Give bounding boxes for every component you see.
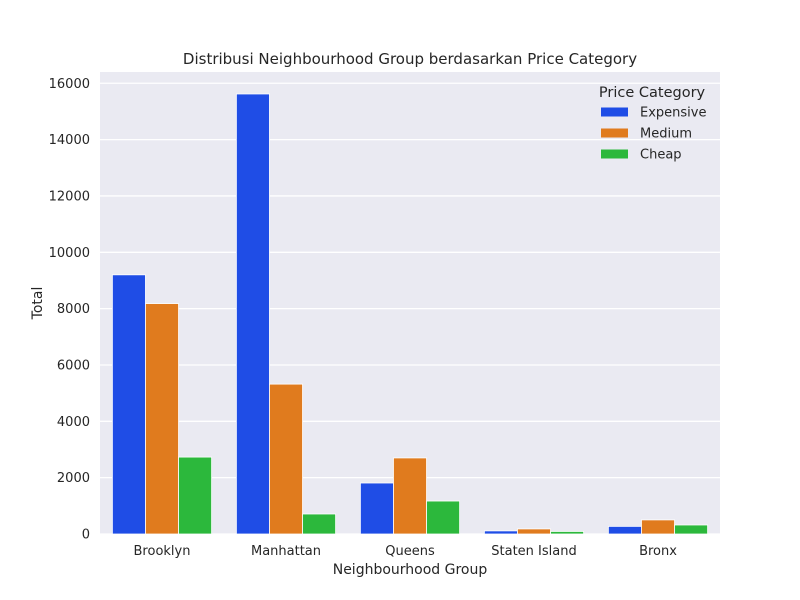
- bar-medium-staten-island: [517, 528, 551, 535]
- bar-medium-brooklyn: [145, 303, 179, 535]
- y-tick-label: 10000: [49, 246, 90, 261]
- y-tick-label: 4000: [57, 415, 90, 430]
- chart-title: Distribusi Neighbourhood Group berdasark…: [183, 50, 637, 68]
- y-tick-label: 14000: [49, 133, 90, 148]
- y-tick-label: 0: [82, 528, 90, 543]
- legend-swatch: [601, 149, 628, 159]
- x-tick-label: Manhattan: [251, 544, 321, 559]
- y-ticks: 0 2000 4000 6000 8000 10000 12000 14000 16000: [49, 77, 90, 543]
- bar-cheap-queens: [426, 500, 460, 535]
- y-tick-label: 2000: [57, 471, 90, 486]
- bar-medium-queens: [393, 457, 427, 535]
- bar-cheap-staten-island: [550, 531, 584, 535]
- bar-cheap-manhattan: [302, 513, 336, 535]
- bar-expensive-bronx: [608, 525, 642, 535]
- legend-title: Price Category: [599, 85, 706, 101]
- bars: [112, 93, 708, 535]
- y-tick-label: 6000: [57, 358, 90, 373]
- legend-item-cheap: Cheap: [601, 148, 682, 163]
- legend-label: Medium: [640, 127, 692, 142]
- legend-label: Cheap: [640, 148, 682, 163]
- bar-expensive-brooklyn: [112, 274, 146, 535]
- y-tick-label: 8000: [57, 302, 90, 317]
- legend-label: Expensive: [640, 106, 706, 121]
- bar-expensive-queens: [359, 482, 394, 535]
- bar-medium-manhattan: [269, 383, 303, 535]
- x-tick-label: Bronx: [639, 544, 677, 559]
- x-ticks: Brooklyn Manhattan Queens Staten Island Bron…: [134, 544, 678, 559]
- x-tick-label: Staten Island: [491, 544, 576, 559]
- legend-swatch: [601, 107, 628, 117]
- x-tick-label: Brooklyn: [134, 544, 191, 559]
- y-tick-label: 16000: [49, 77, 90, 92]
- legend-item-medium: Medium: [601, 127, 692, 142]
- legend-item-expensive: Expensive: [601, 106, 706, 121]
- bar-expensive-staten-island: [483, 530, 518, 535]
- bar-expensive-manhattan: [235, 93, 270, 535]
- bar-medium-bronx: [641, 519, 675, 535]
- legend-swatch: [601, 128, 628, 138]
- legend: Price Category Expensive Medium Cheap: [599, 85, 707, 163]
- x-axis-label: Neighbourhood Group: [333, 562, 488, 578]
- x-tick-label: Queens: [385, 544, 435, 559]
- bar-cheap-brooklyn: [178, 456, 213, 535]
- y-axis-label: Total: [30, 287, 46, 321]
- y-tick-label: 12000: [49, 189, 90, 204]
- bar-cheap-bronx: [674, 524, 708, 535]
